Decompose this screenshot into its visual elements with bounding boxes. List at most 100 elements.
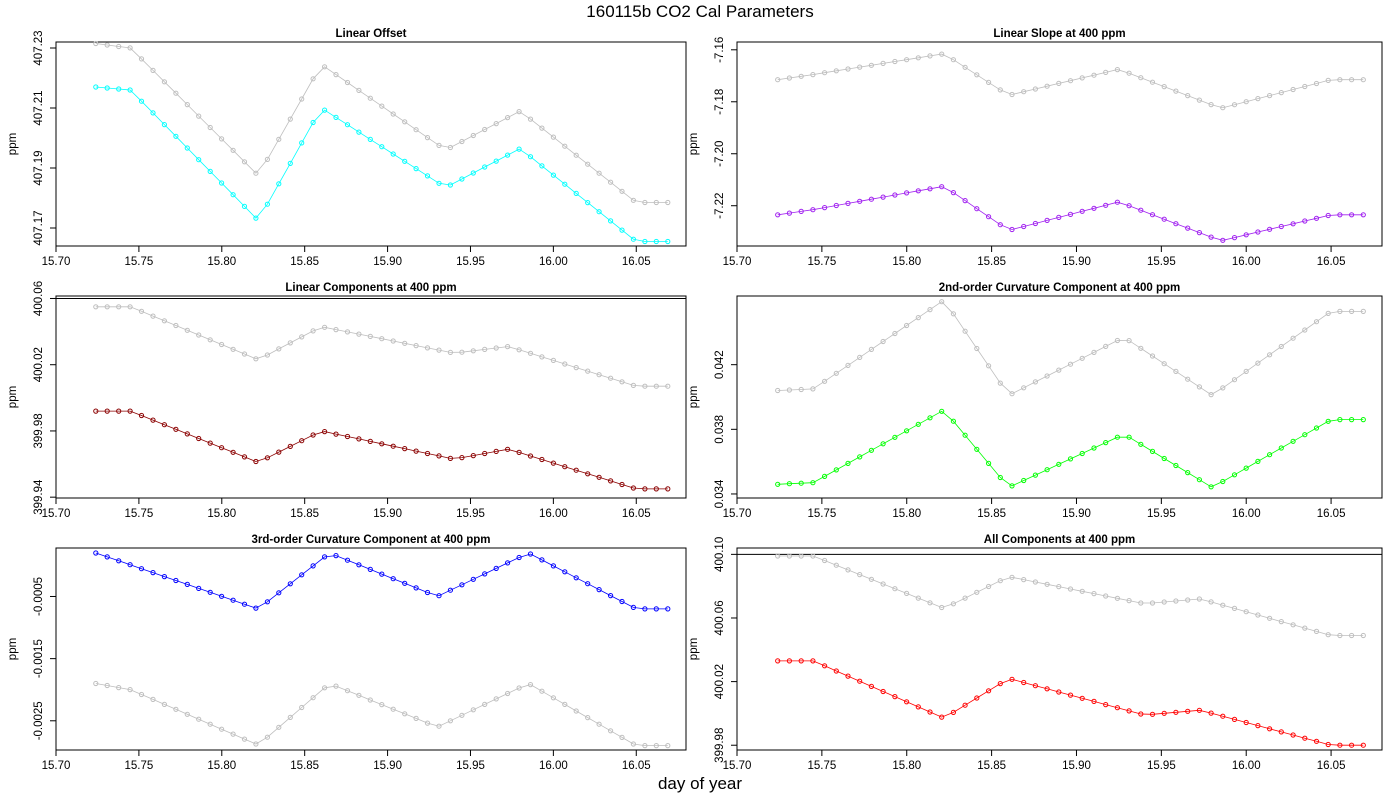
data-point (1243, 99, 1249, 105)
data-point (665, 486, 671, 492)
data-point (116, 43, 122, 50)
data-point (927, 186, 933, 192)
data-point (974, 72, 980, 78)
data-point (402, 119, 408, 125)
data-point (962, 702, 968, 708)
data-point (904, 57, 910, 63)
data-point (562, 701, 568, 708)
data-point (630, 604, 637, 611)
data-point (264, 201, 270, 207)
plot-frame (55, 295, 687, 499)
data-point (962, 595, 968, 601)
data-point (322, 554, 328, 560)
data-point (138, 566, 145, 572)
data-point (1325, 741, 1331, 748)
x-tick-label: 15.85 (977, 760, 1006, 772)
data-point (1103, 343, 1109, 349)
data-point (619, 379, 625, 385)
series-2 (775, 184, 1366, 243)
data-point (1126, 708, 1132, 714)
data-point (822, 473, 828, 479)
data-point (653, 383, 659, 389)
data-point (798, 386, 804, 393)
data-point (1079, 75, 1085, 81)
data-point (810, 386, 816, 392)
data-point (1079, 450, 1085, 457)
data-point (379, 144, 385, 150)
x-tick-label: 15.75 (125, 760, 154, 772)
x-tick-label: 15.85 (290, 508, 319, 520)
page-title: 160115b CO2 Cal Parameters (586, 2, 814, 21)
data-point (333, 114, 339, 121)
data-point (219, 445, 225, 451)
data-point (642, 238, 648, 245)
data-point (1138, 75, 1144, 81)
data-point (207, 589, 213, 595)
data-point (573, 152, 579, 158)
data-point (447, 718, 453, 724)
data-point (276, 136, 282, 142)
data-point (1231, 102, 1238, 108)
data-point (505, 560, 511, 566)
data-point (413, 585, 419, 591)
data-point (516, 449, 522, 455)
x-tick-label: 15.80 (892, 508, 921, 520)
series-line (777, 53, 1364, 109)
data-point (173, 577, 179, 584)
data-point (184, 711, 190, 717)
data-point (241, 203, 248, 209)
data-point (470, 348, 476, 354)
panel-title: All Components at 400 ppm (984, 534, 1135, 546)
data-point (939, 299, 945, 305)
data-point (1149, 79, 1156, 85)
x-tick-label: 15.95 (456, 256, 485, 268)
data-point (1231, 472, 1238, 478)
data-point (1173, 462, 1179, 469)
data-point (986, 214, 992, 220)
data-point (1067, 586, 1074, 592)
data-point (127, 408, 133, 414)
data-point (642, 606, 648, 612)
data-point (219, 341, 225, 348)
data-point (264, 599, 270, 605)
data-point (459, 349, 465, 355)
data-point (116, 304, 122, 310)
data-point (822, 378, 828, 384)
data-point (505, 690, 511, 697)
data-point (786, 553, 793, 559)
data-point (904, 699, 910, 705)
data-point (1196, 384, 1203, 390)
data-point (1114, 67, 1121, 73)
data-point (138, 412, 145, 419)
data-point (997, 87, 1003, 93)
data-point (1220, 713, 1226, 719)
data-point (161, 422, 167, 428)
data-point (253, 458, 259, 465)
x-tick-label: 15.70 (42, 760, 71, 772)
data-point (986, 79, 992, 86)
data-point (1278, 729, 1284, 735)
data-point (1091, 698, 1097, 705)
data-point (786, 481, 793, 487)
data-point (276, 449, 282, 455)
panel-title: Linear Components at 400 ppm (285, 282, 456, 294)
data-point (196, 435, 202, 442)
data-point (287, 443, 293, 449)
data-point (516, 109, 522, 115)
data-point (562, 361, 568, 367)
data-point (184, 581, 190, 588)
data-point (527, 453, 534, 459)
data-point (356, 436, 362, 442)
data-point (1021, 477, 1027, 484)
data-point (196, 585, 202, 592)
x-tick-label: 16.05 (622, 760, 651, 772)
data-point (950, 311, 957, 317)
data-point (1208, 102, 1214, 108)
data-point (915, 595, 921, 601)
data-point (927, 307, 933, 313)
data-point (356, 331, 362, 337)
data-point (93, 304, 99, 310)
data-point (1231, 605, 1238, 612)
data-point (1196, 230, 1203, 236)
data-point (516, 685, 522, 691)
